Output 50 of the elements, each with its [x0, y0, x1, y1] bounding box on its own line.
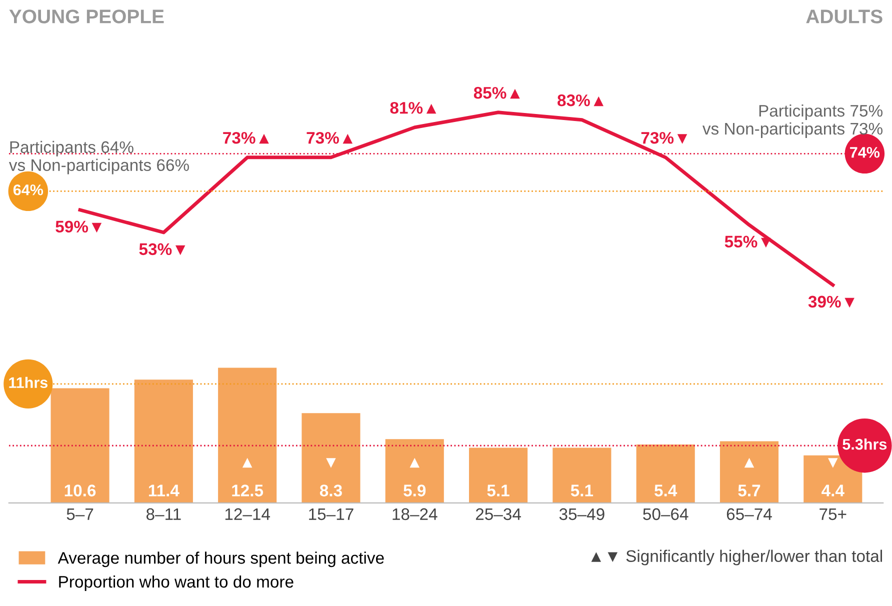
- text: ▲▼ Significantly higher/lower than total: [591, 550, 882, 566]
- data-label: 81%▲: [390, 102, 436, 114]
- annotation: Participants 64% vs Non-participants 66%: [8, 140, 189, 174]
- data-label: 39%▼: [808, 296, 854, 308]
- data-label: ▼ 4.4: [822, 458, 844, 496]
- x-tick-label: 8–11: [146, 508, 181, 520]
- data-label: 85%▲: [474, 86, 520, 99]
- bar: [134, 380, 193, 503]
- data-label: ▲ 5.9: [404, 458, 426, 496]
- data-label: 55%▼: [724, 236, 771, 248]
- x-tick-label: 25–34: [476, 508, 521, 520]
- x-tick-label: 12–14: [225, 508, 270, 520]
- bar: [302, 413, 360, 503]
- data-label: 5.1: [570, 484, 594, 496]
- ref-line-label: 11hrs: [9, 376, 48, 388]
- data-label: 83%▲: [558, 94, 604, 106]
- legend-label: Average number of hours spent being active: [58, 552, 384, 568]
- x-tick-label: 18–24: [392, 508, 438, 520]
- legend-label: Proportion who want to do more: [59, 575, 294, 591]
- ref-line-label: 5.3hrs: [842, 438, 887, 450]
- bar: [50, 388, 110, 503]
- ref-line-label: 64%: [13, 184, 44, 196]
- data-label: 73%▼: [641, 132, 688, 144]
- annotation: Participants 75% vs Non-participants 73%: [702, 104, 882, 138]
- bar: [469, 448, 528, 503]
- bar: [720, 441, 779, 503]
- data-label: ▲ 12.5: [232, 458, 264, 496]
- text: YOUNG PEOPLE: [9, 10, 164, 24]
- data-label: ▼ 8.3: [320, 458, 342, 496]
- x-tick-label: 75+: [820, 508, 846, 520]
- data-label: 5.1: [487, 484, 510, 496]
- ref-line-label: 74%: [850, 146, 880, 158]
- data-label: ▲ 5.7: [738, 458, 760, 496]
- data-label: 10.6: [64, 484, 96, 496]
- data-label: 11.4: [148, 484, 180, 496]
- x-tick-label: 35–49: [559, 508, 604, 520]
- bar: [218, 368, 277, 503]
- x-tick-label: 50–64: [643, 508, 688, 520]
- x-tick-label: 65–74: [726, 508, 772, 520]
- data-label: 73%▲: [306, 132, 353, 144]
- x-tick-label: 5–7: [66, 508, 94, 520]
- data-label: 59%▼: [56, 220, 102, 233]
- data-label: 73%▲: [223, 132, 269, 144]
- data-label: 5.4: [654, 484, 678, 496]
- x-tick-label: 15–17: [309, 508, 354, 520]
- bar: [636, 444, 695, 503]
- text: ADULTS: [806, 10, 882, 24]
- data-label: 53%▼: [139, 243, 186, 256]
- bar: [385, 439, 444, 503]
- bar: [552, 448, 612, 503]
